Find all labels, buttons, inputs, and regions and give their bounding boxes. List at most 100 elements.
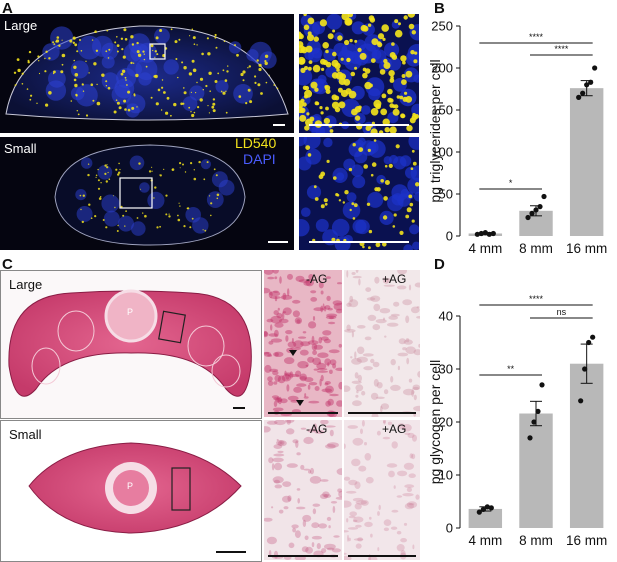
blob bbox=[264, 60, 267, 63]
tissue-fleck bbox=[269, 291, 281, 297]
tissue-fleck bbox=[293, 340, 304, 348]
significance-label: **** bbox=[529, 294, 544, 304]
tissue-fleck bbox=[354, 351, 357, 359]
blob bbox=[151, 166, 153, 168]
tissue-fleck bbox=[274, 296, 278, 302]
tissue-fleck bbox=[360, 428, 363, 435]
blob bbox=[155, 36, 159, 40]
tissue-fleck bbox=[327, 442, 339, 448]
blob bbox=[368, 229, 373, 234]
blob bbox=[223, 40, 226, 43]
tissue-fleck bbox=[282, 292, 287, 300]
blob bbox=[389, 52, 396, 58]
blob bbox=[79, 194, 82, 197]
data-point bbox=[586, 339, 592, 346]
blob bbox=[177, 218, 181, 222]
tissue-fleck bbox=[264, 331, 269, 338]
tissue-fleck bbox=[321, 388, 333, 393]
tissue-fleck bbox=[323, 338, 331, 344]
blob bbox=[260, 92, 263, 95]
blob bbox=[307, 34, 314, 42]
tissue-fleck bbox=[397, 470, 408, 477]
blob bbox=[313, 36, 319, 42]
blob bbox=[133, 93, 136, 96]
tissue-fleck bbox=[365, 287, 372, 292]
tissue-fleck bbox=[386, 278, 391, 284]
blob bbox=[52, 41, 55, 44]
blob bbox=[122, 55, 126, 59]
tissue-fleck bbox=[272, 407, 284, 412]
tissue-fleck bbox=[372, 361, 380, 368]
blob bbox=[154, 56, 156, 58]
tissue-fleck bbox=[375, 396, 385, 399]
blob bbox=[411, 219, 415, 223]
tissue-fleck bbox=[271, 463, 275, 471]
tissue-fleck bbox=[281, 312, 285, 320]
fluorescence-large-svg bbox=[5, 25, 289, 121]
tissue-fleck bbox=[327, 398, 334, 406]
tissue-fleck bbox=[270, 296, 281, 299]
blob bbox=[394, 104, 399, 109]
tissue-fleck bbox=[355, 543, 362, 549]
scale-bar-small-a bbox=[268, 241, 288, 243]
blob bbox=[192, 217, 209, 234]
blob bbox=[220, 90, 223, 93]
y-tick-label: 250 bbox=[431, 19, 453, 34]
tissue-fleck bbox=[396, 285, 407, 290]
tissue-fleck bbox=[300, 464, 305, 470]
tissue-fleck bbox=[336, 468, 342, 476]
blob bbox=[357, 47, 362, 53]
blob bbox=[30, 94, 33, 97]
blob bbox=[242, 79, 245, 82]
tissue-fleck bbox=[313, 307, 324, 312]
blob bbox=[44, 57, 46, 60]
blob bbox=[95, 176, 97, 178]
tissue-fleck bbox=[354, 503, 362, 510]
x-tick-label: 16 mm bbox=[566, 533, 607, 548]
data-point bbox=[537, 204, 543, 210]
tissue-fleck bbox=[270, 315, 283, 324]
blob bbox=[81, 157, 93, 169]
he-image-large: Large P bbox=[0, 270, 262, 419]
tissue-fleck bbox=[312, 316, 316, 321]
blob bbox=[26, 88, 29, 90]
tissue-fleck bbox=[320, 374, 324, 382]
tissue-fleck bbox=[347, 425, 358, 429]
tissue-fleck bbox=[373, 379, 379, 387]
tissue-fleck bbox=[320, 493, 328, 499]
tissue-fleck bbox=[358, 278, 361, 286]
y-tick-label: 50 bbox=[439, 187, 453, 202]
blob bbox=[159, 29, 163, 32]
tissue-fleck bbox=[346, 324, 351, 331]
tissue-fleck bbox=[379, 308, 391, 314]
blob bbox=[96, 101, 101, 106]
blob bbox=[178, 38, 181, 41]
blob bbox=[196, 81, 198, 84]
blob bbox=[210, 214, 212, 217]
data-point bbox=[482, 230, 488, 236]
tissue-fleck bbox=[393, 301, 400, 307]
blob bbox=[124, 38, 128, 41]
tissue-fleck bbox=[274, 420, 286, 426]
blob bbox=[410, 167, 414, 170]
blob bbox=[384, 164, 388, 168]
blob bbox=[17, 68, 21, 73]
tissue-fleck bbox=[276, 439, 279, 441]
blob bbox=[354, 106, 362, 113]
tissue-fleck bbox=[365, 476, 374, 484]
tissue-fleck bbox=[305, 546, 313, 554]
blob bbox=[114, 206, 116, 209]
blob bbox=[104, 164, 107, 167]
data-point bbox=[486, 231, 492, 237]
data-point bbox=[533, 207, 539, 213]
blob bbox=[140, 188, 142, 190]
tissue-fleck bbox=[305, 278, 314, 287]
blob bbox=[268, 74, 270, 76]
blob bbox=[107, 171, 109, 174]
blob bbox=[159, 225, 162, 228]
tissue-fleck bbox=[289, 371, 294, 379]
tissue-fleck bbox=[299, 373, 307, 382]
tissue-fleck bbox=[273, 290, 279, 293]
tissue-fleck bbox=[355, 394, 359, 398]
blob bbox=[36, 102, 38, 105]
